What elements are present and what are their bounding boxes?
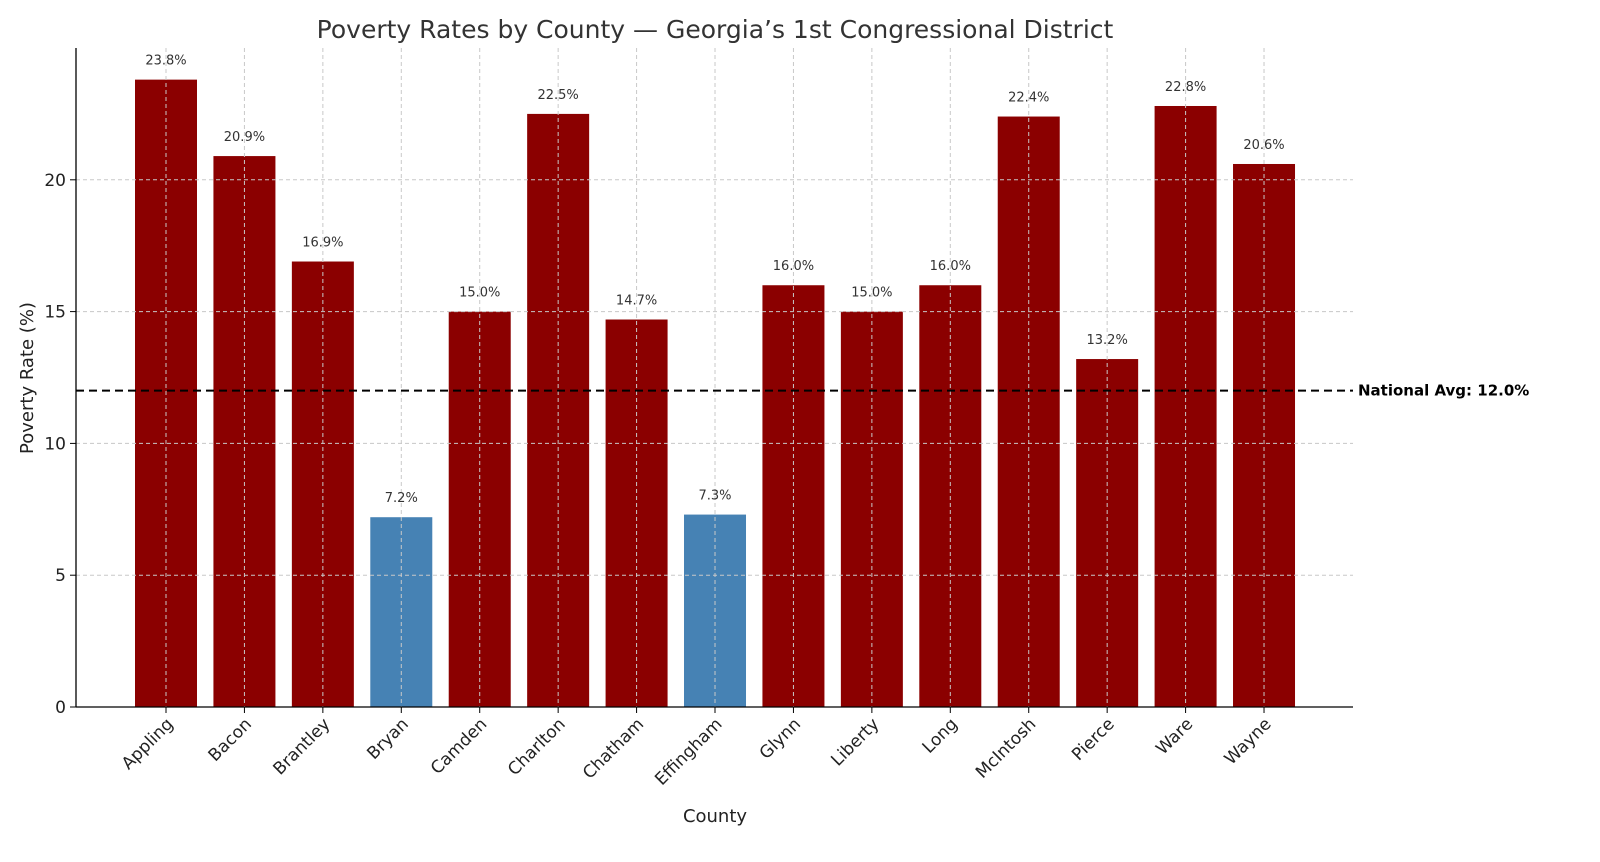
y-tick-label: 20 xyxy=(44,171,66,191)
data-label: 22.8% xyxy=(1165,80,1206,95)
y-tick-label: 5 xyxy=(55,566,66,586)
x-tick-label: Bryan xyxy=(363,714,412,763)
data-label: 20.9% xyxy=(224,130,265,145)
data-labels: 23.8% 20.9% 16.9% 7.2% 15.0% 22.5% 14.7% 7.3% 16… xyxy=(145,54,1284,507)
x-tick-label: Wayne xyxy=(1221,714,1276,769)
y-tick-label: 15 xyxy=(44,303,66,323)
x-tick-label: Bacon xyxy=(205,714,256,765)
x-tick-label: McIntosh xyxy=(972,714,1040,782)
x-tick-label: Liberty xyxy=(827,714,883,770)
data-label: 22.5% xyxy=(537,88,578,103)
x-tick-label: Chatham xyxy=(579,714,648,783)
x-tick-label: Appling xyxy=(118,714,178,774)
x-tick-label: Charlton xyxy=(504,714,569,779)
x-tick-label: Long xyxy=(919,714,962,757)
data-label: 7.3% xyxy=(698,489,731,504)
y-tick-label: 10 xyxy=(44,434,66,454)
y-axis-label: Poverty Rate (%) xyxy=(17,302,38,454)
x-tick-label: Pierce xyxy=(1068,714,1119,765)
data-label: 16.0% xyxy=(773,259,814,274)
data-label: 22.4% xyxy=(1008,91,1049,106)
y-tick-label: 0 xyxy=(55,698,66,718)
x-tick-label: Camden xyxy=(427,714,491,778)
data-label: 14.7% xyxy=(616,294,657,309)
x-axis-label: County xyxy=(683,806,747,827)
data-label: 13.2% xyxy=(1087,333,1128,348)
data-label: 7.2% xyxy=(385,491,418,506)
data-label: 15.0% xyxy=(851,286,892,301)
national-average-label: National Avg: 12.0% xyxy=(1358,382,1529,400)
x-tick-label: Brantley xyxy=(270,714,335,779)
chart-title: Poverty Rates by County — Georgia’s 1st … xyxy=(317,15,1114,44)
x-tick-label: Glynn xyxy=(756,714,805,763)
x-tick-label: Ware xyxy=(1152,714,1197,759)
data-label: 16.0% xyxy=(930,259,971,274)
data-label: 23.8% xyxy=(145,54,186,69)
data-label: 16.9% xyxy=(302,236,343,251)
data-label: 20.6% xyxy=(1243,138,1284,153)
data-label: 15.0% xyxy=(459,286,500,301)
x-tick-label: Effingham xyxy=(651,714,726,789)
